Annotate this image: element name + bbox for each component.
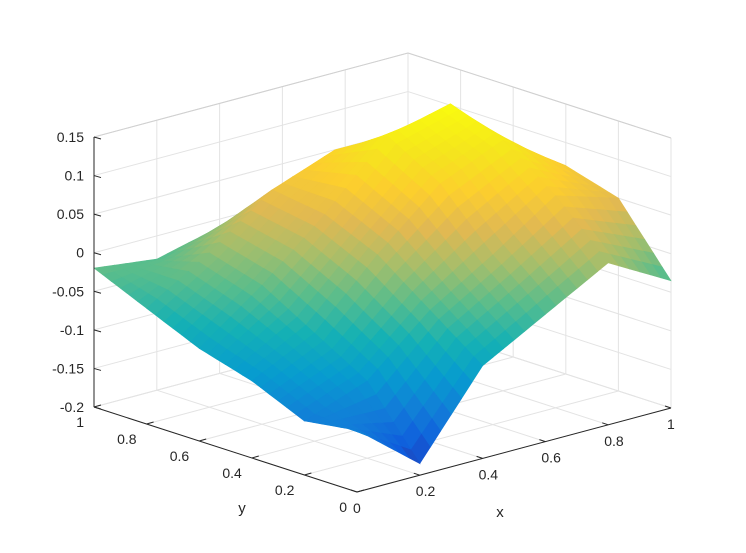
z-tick-label: -0.05 [52, 283, 84, 299]
z-tick-label: 0.15 [57, 129, 84, 145]
z-tick-mark [93, 406, 102, 410]
x-axis-title: x [496, 504, 504, 521]
x-tick-label: 0.8 [604, 433, 624, 449]
grid-line-y-floor [304, 390, 619, 476]
y-tick-label: 0 [339, 499, 347, 515]
x-tick-label: 1 [667, 416, 675, 432]
x-tick-label: 0.2 [416, 483, 436, 499]
z-tick-label: -0.15 [52, 360, 84, 376]
y-tick-mark [356, 489, 365, 493]
z-tick-label: 0.1 [65, 168, 85, 184]
z-tick-mark [93, 213, 102, 217]
grid-line-x-floor [156, 389, 420, 476]
y-axis-title: y [238, 500, 246, 517]
z-tick-mark [93, 252, 102, 256]
x-tick-label: 0.4 [479, 466, 499, 482]
y-tick-mark [199, 438, 207, 442]
grid-line-z-back [93, 91, 409, 177]
y-tick-label: 0.6 [170, 448, 190, 464]
x-tick-mark [602, 422, 609, 426]
y-tick-mark [93, 404, 102, 408]
x-tick-label: 0.6 [541, 450, 561, 466]
x-tick-mark [413, 472, 420, 476]
z-tick-mark [93, 329, 102, 333]
y-tick-mark [251, 455, 259, 459]
y-tick-label: 0.2 [275, 482, 295, 498]
z-tick-label: 0 [76, 245, 84, 261]
y-tick-label: 1 [76, 414, 84, 430]
box-edge-top-side [407, 52, 672, 139]
z-tick-label: -0.2 [60, 399, 84, 415]
y-tick-label: 0.8 [117, 431, 137, 447]
z-tick-label: -0.1 [60, 322, 84, 338]
x-axis-line [356, 407, 672, 493]
x-tick-mark [539, 439, 546, 443]
x-tick-mark [664, 405, 672, 409]
x-tick-mark [476, 455, 483, 459]
z-tick-label: 0.05 [57, 206, 84, 222]
y-axis-line [93, 406, 358, 493]
z-tick-mark [93, 367, 102, 371]
z-tick-mark [93, 290, 102, 294]
x-tick-mark [350, 489, 358, 493]
axes-lines [93, 136, 672, 493]
surface-plot [93, 103, 672, 465]
y-tick-label: 0.4 [222, 465, 242, 481]
box-edge-top-back [93, 52, 409, 138]
tick-labels: 00.20.40.60.8100.20.40.60.81-0.2-0.15-0.… [52, 129, 675, 516]
y-tick-mark [146, 421, 154, 425]
x-tick-label: 0 [353, 500, 361, 516]
y-tick-mark [304, 472, 312, 476]
z-tick-mark [93, 136, 102, 140]
grid-line-z-back [93, 129, 409, 215]
z-tick-mark [93, 175, 102, 179]
surface-patch [348, 428, 368, 437]
